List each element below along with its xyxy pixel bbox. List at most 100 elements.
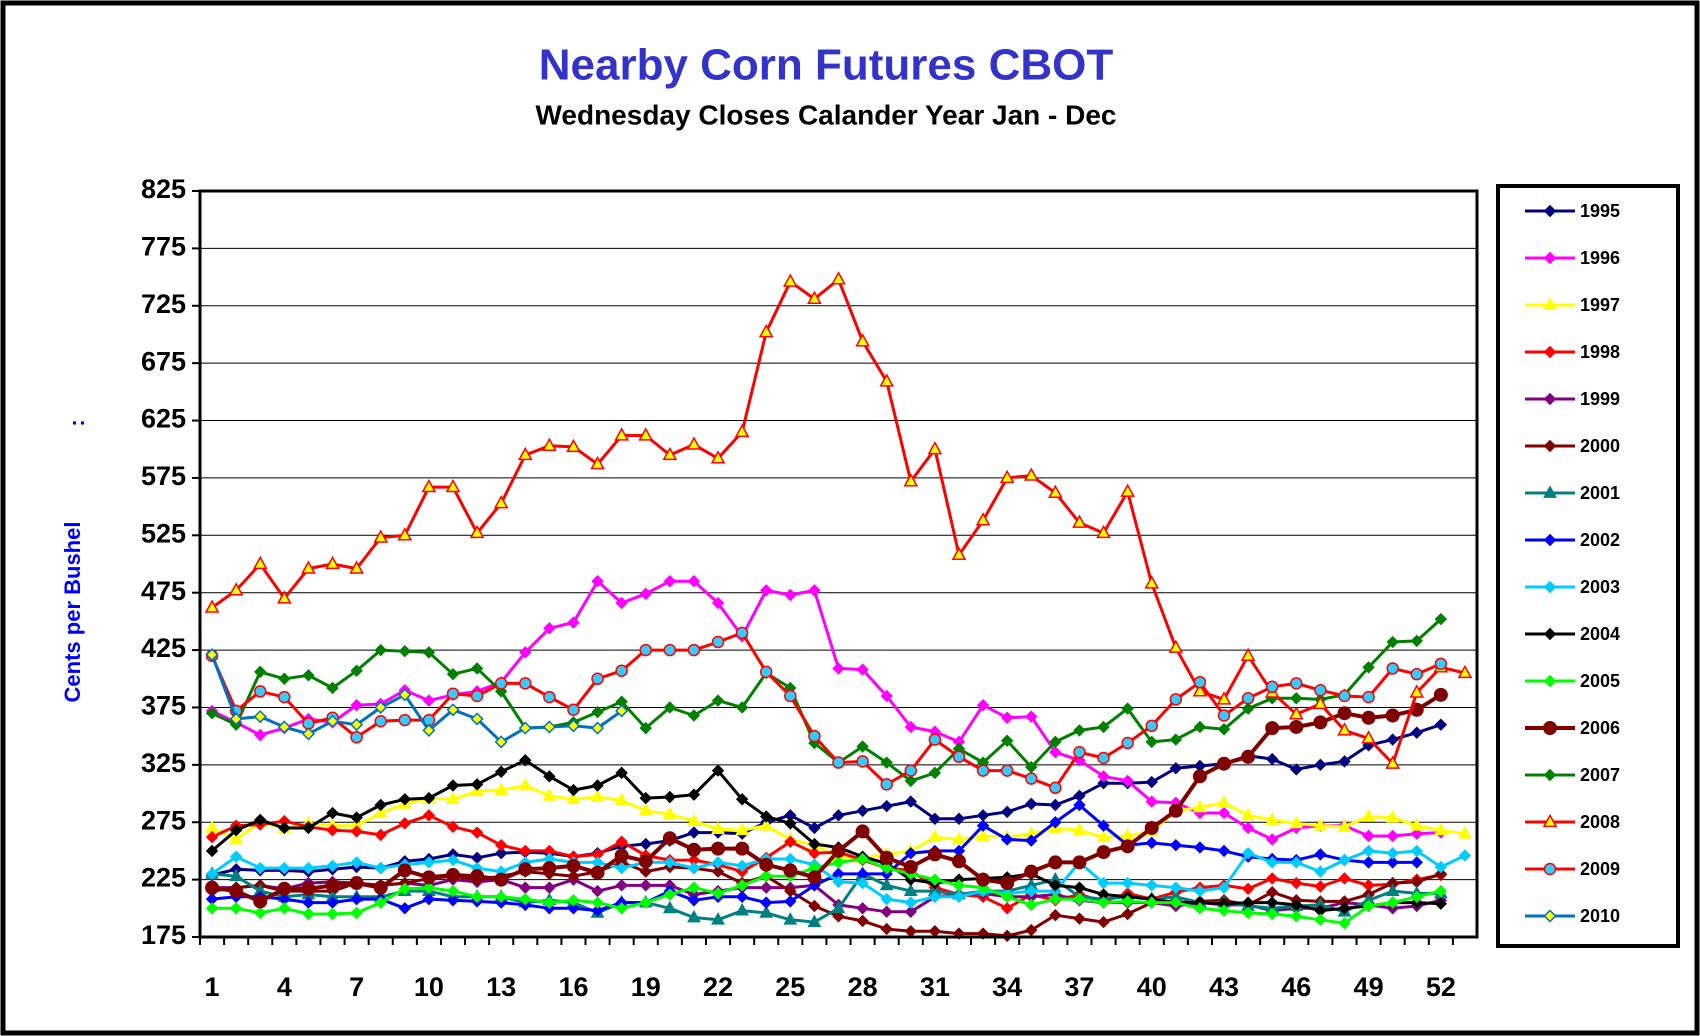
marker [1025,710,1038,723]
marker [808,821,821,835]
marker [1386,733,1399,746]
marker [760,896,773,909]
marker [856,852,869,866]
marker [1289,815,1304,829]
marker [711,887,725,900]
marker [1434,612,1448,626]
marker [1337,722,1352,736]
marker [1145,836,1158,850]
marker [1543,721,1557,735]
marker [422,646,436,659]
marker [325,878,340,893]
marker [1097,915,1110,929]
marker [542,437,557,451]
marker [1338,853,1351,867]
marker [760,584,773,597]
marker [422,791,436,805]
marker [1543,533,1557,547]
legend-label: 2000 [1580,436,1620,456]
marker [1193,799,1207,813]
marker [856,740,869,753]
marker [1314,865,1327,878]
marker [735,890,749,904]
marker [615,766,628,780]
marker [205,830,219,844]
marker [1120,839,1135,854]
marker [254,665,267,679]
marker [1434,718,1448,731]
marker [1543,297,1557,310]
marker [1192,683,1208,697]
marker [422,694,436,707]
marker [1290,763,1303,776]
marker [446,853,460,867]
marker [519,677,532,690]
marker [976,819,990,832]
marker [1217,844,1231,858]
marker [807,870,822,885]
marker [1241,692,1255,705]
marker [470,890,484,904]
marker [350,892,363,906]
marker [302,669,315,682]
marker [301,727,315,741]
marker [1073,724,1086,737]
marker [1024,864,1039,879]
marker [205,867,219,881]
marker [1542,813,1558,828]
marker [470,662,484,675]
marker [856,914,869,928]
marker [1410,844,1423,858]
marker [1313,818,1328,831]
marker [856,902,869,915]
marker [301,560,316,574]
marker [1097,770,1110,783]
x-tick-label: 52 [1426,972,1456,1002]
marker [831,900,846,914]
marker [1410,667,1424,681]
marker [1361,730,1376,744]
marker [228,582,244,596]
marker [519,646,532,659]
marker [422,881,436,894]
marker [904,774,917,788]
marker [1025,898,1038,912]
marker [204,599,220,613]
marker [880,861,893,875]
marker [879,373,895,387]
marker [784,895,797,908]
marker [687,709,701,722]
marker [832,875,845,889]
marker [326,806,339,820]
marker [1049,908,1062,922]
marker [302,907,315,921]
marker [494,838,508,852]
marker [326,681,339,695]
marker [760,869,773,883]
marker [1145,896,1158,909]
marker [205,648,219,662]
marker [1290,876,1303,890]
marker [494,890,508,904]
marker [374,828,387,842]
marker [422,723,436,737]
marker [663,888,677,901]
marker [543,896,556,909]
marker [590,455,605,470]
marker [1543,345,1557,359]
marker [638,854,653,869]
marker [999,469,1015,484]
marker [446,779,460,792]
marker [1144,820,1159,835]
marker [398,793,412,806]
marker [229,902,243,915]
marker [1241,906,1255,920]
marker [1543,674,1557,688]
marker [350,718,364,732]
marker [422,856,436,869]
marker [615,835,628,848]
marker [1168,639,1184,653]
marker [1543,251,1557,265]
marker [1216,691,1232,705]
marker [1290,692,1303,705]
